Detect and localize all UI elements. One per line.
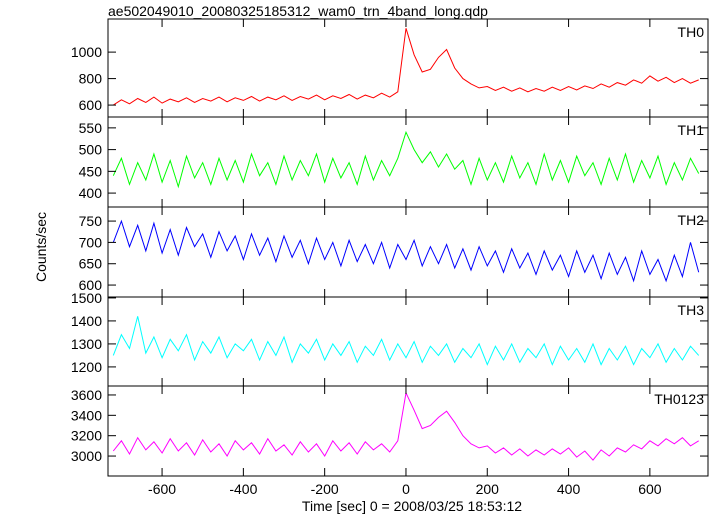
chart-title: ae502049010_20080325185312_wam0_trn_4ban… [108,3,488,19]
panel-frame [107,206,709,298]
y-tick-label: 800 [79,71,103,87]
data-line [112,391,699,461]
panel-frame [107,116,709,208]
series-label: TH0 [678,24,705,40]
y-tick-label: 400 [79,185,103,201]
y-tick-label: 750 [79,213,103,229]
series-label: TH3 [678,302,705,318]
y-tick-label: 550 [79,120,103,136]
panel-frame [107,385,709,477]
series-label: TH1 [678,122,705,138]
y-tick-label: 700 [79,234,103,250]
series-label: TH0123 [654,391,704,407]
y-tick-label: 1400 [71,313,102,329]
data-line [112,316,700,366]
y-tick-label: 3400 [71,407,102,423]
data-line [113,28,699,106]
y-tick-label: 1300 [71,336,102,352]
y-tick-label: 1200 [71,359,102,375]
x-axis-label: Time [sec] 0 = 2008/03/25 18:53:12 [302,498,522,514]
y-tick-label: 1000 [71,44,102,60]
y-tick-label: 3000 [71,448,102,464]
series-label: TH2 [678,212,705,228]
x-tick-label: -400 [229,481,257,497]
data-line [112,130,700,189]
x-tick-label: 600 [638,481,662,497]
y-tick-label: 3600 [71,387,102,403]
panel-frame [107,296,709,387]
y-axis-label: Counts/sec [33,212,49,282]
data-line [112,219,700,283]
y-tick-label: 3200 [71,428,102,444]
y-tick-label: 500 [79,142,103,158]
y-tick-label: 600 [79,97,103,113]
x-tick-label: -600 [148,481,176,497]
y-tick-label: 450 [79,163,103,179]
y-tick-label: 1500 [71,290,102,306]
x-tick-label: 200 [476,481,500,497]
y-tick-label: 650 [79,256,103,272]
x-tick-label: -200 [311,481,339,497]
x-tick-label: 0 [402,481,410,497]
x-tick-label: 400 [557,481,581,497]
y-tick-label: 600 [79,277,103,293]
